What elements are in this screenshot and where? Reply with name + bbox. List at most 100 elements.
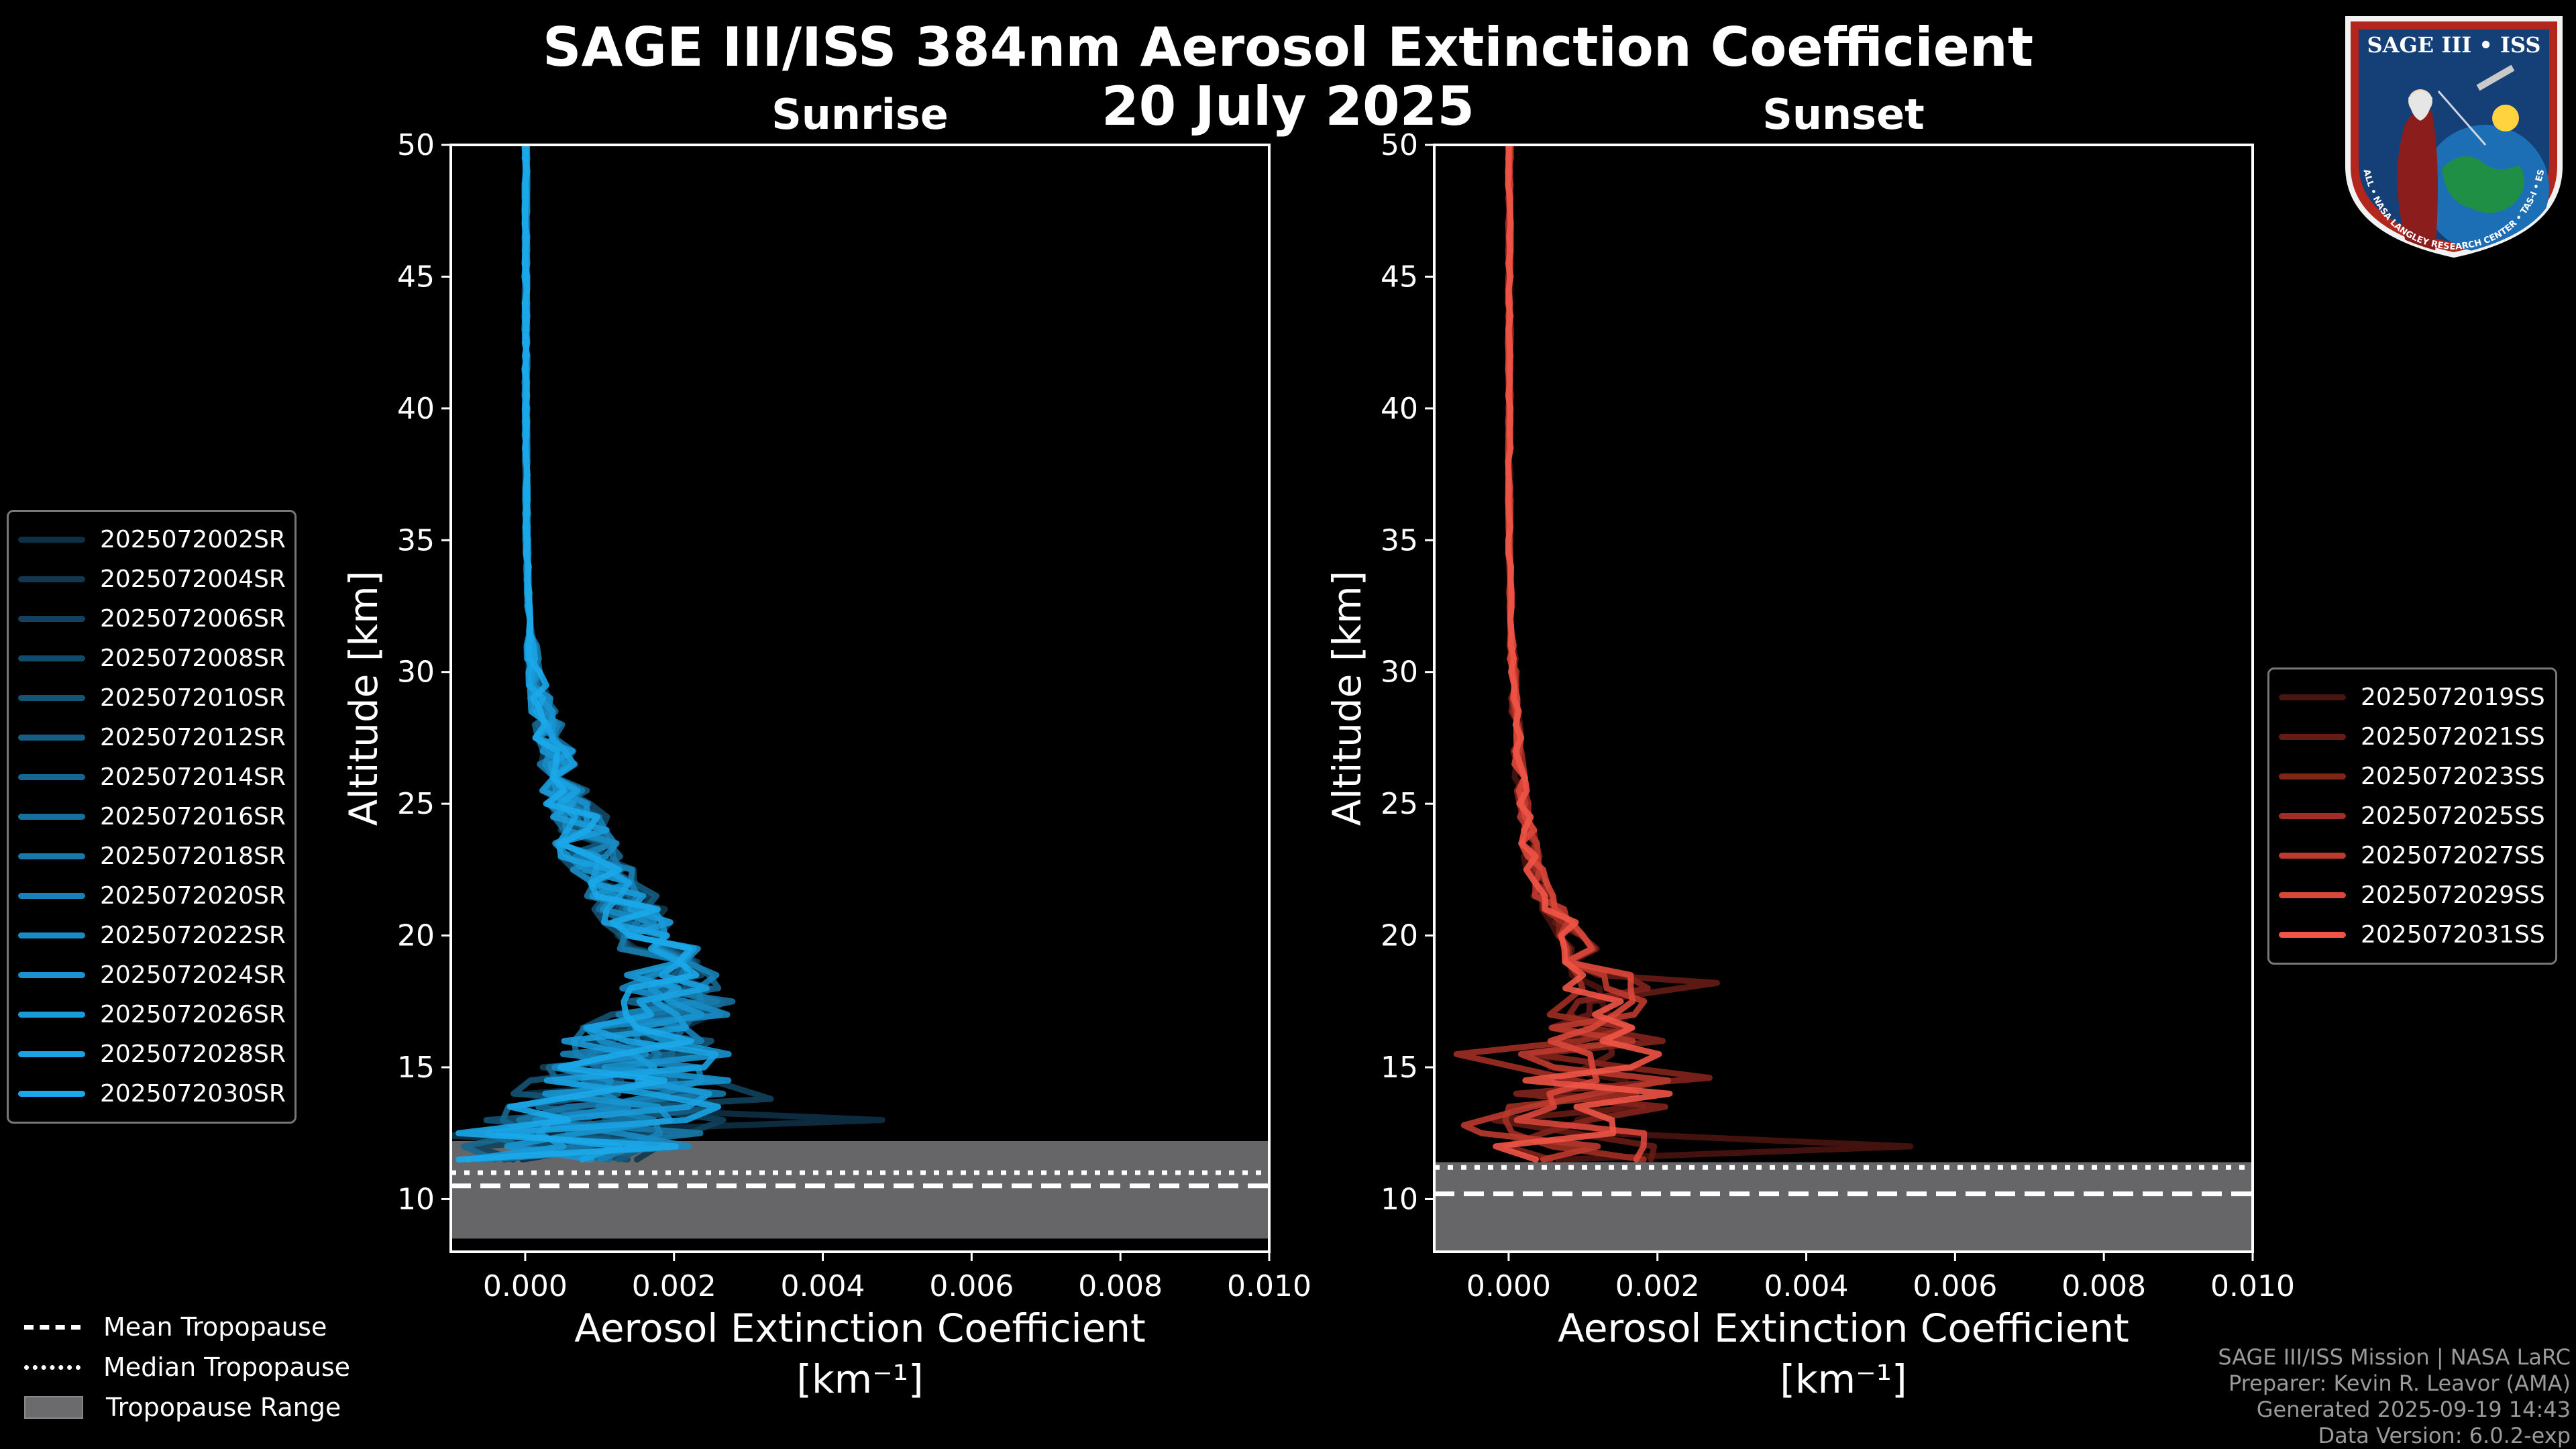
legend-item: 2025072028SR xyxy=(9,1034,294,1074)
x-tick-label: 0.008 xyxy=(1078,1269,1163,1303)
legend-label: 2025072006SR xyxy=(100,605,286,633)
legend-swatch xyxy=(18,814,85,820)
legend-label: 2025072010SR xyxy=(100,684,286,712)
footer-version: Data Version: 6.0.2-exp xyxy=(2318,1423,2571,1448)
profile-line-2025072030SR xyxy=(455,145,700,1163)
y-tick-label: 25 xyxy=(1381,787,1418,821)
profile-line-2025072027SS xyxy=(1460,145,1671,1163)
legend-item: 2025072031SS xyxy=(2269,915,2555,955)
legend-item-tropopause-range: Tropopause Range xyxy=(24,1387,350,1428)
sunset-legend: 2025072019SS 2025072021SS 2025072023SS 2025… xyxy=(2267,667,2557,965)
legend-item: 2025072004SR xyxy=(9,559,294,599)
legend-swatch xyxy=(18,774,85,780)
y-tick-label: 50 xyxy=(1381,128,1418,162)
legend-item: 2025072024SR xyxy=(9,955,294,995)
footer-mission: SAGE III/ISS Mission | NASA LaRC xyxy=(2218,1344,2571,1370)
x-tick-label: 0.006 xyxy=(929,1269,1014,1303)
x-axis-unit: [km⁻¹] xyxy=(1780,1356,1907,1402)
profile-line-2025072031SS xyxy=(1493,145,1673,1163)
legend-item: 2025072018SR xyxy=(9,837,294,876)
legend-item: 2025072014SR xyxy=(9,757,294,797)
y-tick-label: 45 xyxy=(397,260,435,294)
y-tick-label: 35 xyxy=(1381,523,1418,557)
y-tick-label: 25 xyxy=(397,787,435,821)
y-tick-label: 30 xyxy=(1381,655,1418,690)
x-tick-label: 0.010 xyxy=(2210,1269,2295,1303)
badge-title: SAGE III • ISS xyxy=(2367,32,2541,58)
y-tick-label: 15 xyxy=(397,1051,435,1085)
legend-item: 2025072010SR xyxy=(9,678,294,718)
sunrise-legend: 2025072002SR 2025072004SR 2025072006SR 2025… xyxy=(7,510,297,1124)
legend-label: 2025072012SR xyxy=(100,724,286,751)
legend-label: 2025072024SR xyxy=(100,961,286,989)
legend-label: Median Tropopause xyxy=(103,1352,350,1382)
legend-item: 2025072029SS xyxy=(2269,875,2555,915)
legend-swatch xyxy=(18,1012,85,1018)
x-tick-label: 0.010 xyxy=(1227,1269,1311,1303)
legend-item: 2025072022SR xyxy=(9,916,294,955)
chart-title: SAGE III/ISS 384nm Aerosol Extinction Co… xyxy=(542,16,2034,78)
y-axis-label: Altitude [km] xyxy=(341,571,386,826)
legend-swatch xyxy=(18,853,85,859)
y-tick-label: 40 xyxy=(397,392,435,426)
legend-swatch xyxy=(2279,853,2346,859)
x-axis-label: Aerosol Extinction Coefficient xyxy=(1558,1305,2129,1351)
legend-swatch xyxy=(2279,773,2346,780)
legend-swatch xyxy=(18,576,85,582)
legend-item: 2025072030SR xyxy=(9,1074,294,1114)
sunset-profiles xyxy=(1453,145,1914,1163)
y-tick-label: 40 xyxy=(1381,392,1418,426)
sunrise-profiles xyxy=(451,145,885,1163)
y-tick-label: 10 xyxy=(1381,1182,1418,1216)
legend-item: 2025072026SR xyxy=(9,995,294,1034)
legend-item-median-tropopause: Median Tropopause xyxy=(24,1347,350,1387)
sun-graphic xyxy=(2492,105,2519,131)
legend-label: 2025072030SR xyxy=(100,1080,286,1108)
legend-item: 2025072023SS xyxy=(2269,757,2555,796)
legend-item: 2025072016SR xyxy=(9,797,294,837)
y-tick-label: 20 xyxy=(397,919,435,953)
legend-label: 2025072004SR xyxy=(100,566,286,593)
legend-swatch xyxy=(2279,694,2346,700)
legend-swatch xyxy=(18,1091,85,1097)
chart-date: 20 July 2025 xyxy=(1102,75,1474,138)
legend-swatch xyxy=(18,893,85,899)
legend-label: Tropopause Range xyxy=(106,1393,341,1422)
legend-swatch xyxy=(2279,892,2346,898)
legend-label: 2025072018SR xyxy=(100,843,286,870)
legend-label: 2025072008SR xyxy=(100,645,286,672)
y-axis-label: Altitude [km] xyxy=(1324,571,1370,826)
legend-swatch xyxy=(18,655,85,661)
legend-swatch xyxy=(18,735,85,741)
legend-label: 2025072023SS xyxy=(2361,763,2545,790)
sunrise-axes-frame xyxy=(449,144,1271,1253)
legend-label: Mean Tropopause xyxy=(103,1312,327,1342)
legend-label: 2025072014SR xyxy=(100,763,286,791)
y-tick-label: 10 xyxy=(397,1182,435,1216)
x-axis-unit: [km⁻¹] xyxy=(796,1356,923,1402)
tropopause-legend: Mean Tropopause Median Tropopause Tropop… xyxy=(24,1307,350,1428)
x-tick-label: 0.000 xyxy=(1466,1269,1551,1303)
legend-label: 2025072019SS xyxy=(2361,684,2545,711)
legend-item: 2025072021SS xyxy=(2269,717,2555,757)
legend-swatch xyxy=(2279,734,2346,740)
sunset-panel: 10 15 20 25 30 35 40 45 50 0.000 0.002 0.004 0.006 0.… xyxy=(1324,90,2295,1402)
legend-swatch xyxy=(18,1051,85,1057)
sunset-axes-frame xyxy=(1433,144,2254,1253)
legend-label: 2025072002SR xyxy=(100,526,286,553)
legend-label: 2025072028SR xyxy=(100,1040,286,1068)
y-tick-label: 45 xyxy=(1381,260,1418,294)
y-tick-label: 30 xyxy=(397,655,435,690)
legend-label: 2025072029SS xyxy=(2361,881,2545,909)
x-tick-label: 0.004 xyxy=(781,1269,865,1303)
legend-label: 2025072016SR xyxy=(100,803,286,830)
dashed-line-swatch xyxy=(24,1324,80,1330)
legend-label: 2025072027SS xyxy=(2361,842,2545,869)
profile-line-2025072019SS xyxy=(1505,145,1914,1163)
tropopause-range xyxy=(1434,1162,2253,1252)
legend-item: 2025072027SS xyxy=(2269,836,2555,875)
legend-item: 2025072020SR xyxy=(9,876,294,916)
legend-item-mean-tropopause: Mean Tropopause xyxy=(24,1307,350,1347)
legend-label: 2025072025SS xyxy=(2361,802,2545,830)
y-tick-label: 50 xyxy=(397,128,435,162)
